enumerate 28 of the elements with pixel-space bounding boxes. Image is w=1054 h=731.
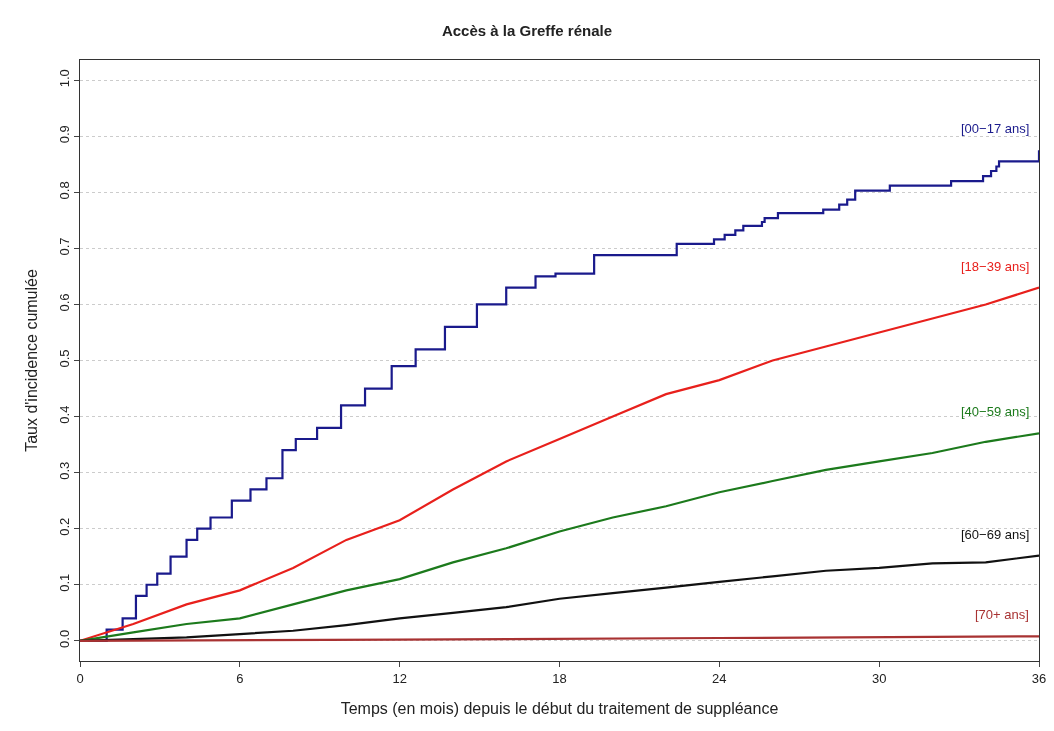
x-tick-label: 12 [392, 670, 407, 686]
y-tick-label: 0.1 [56, 573, 72, 592]
x-tick-label: 0 [76, 670, 84, 686]
line-series [80, 286, 1039, 642]
series-label: [00−17 ans] [961, 121, 1030, 136]
y-tick-label: 0.2 [56, 517, 72, 536]
y-tick-label: 0.8 [56, 181, 72, 200]
x-tick-label: 18 [552, 670, 567, 686]
series-label: [70+ ans] [975, 607, 1029, 622]
series-label: [60−69 ans] [961, 527, 1030, 542]
series-label: [18−39 ans] [961, 259, 1030, 274]
y-tick-label: 0.6 [56, 293, 72, 312]
x-tick-label: 30 [871, 670, 887, 686]
y-axis-title: Taux d'incidence cumulée [22, 269, 40, 452]
y-tick-label: 0.7 [56, 237, 72, 256]
y-tick-label: 0.0 [56, 629, 72, 648]
y-tick-label: 0.9 [56, 125, 72, 144]
line-series [80, 432, 1039, 642]
y-tick-label: 1.0 [56, 69, 72, 88]
series-label: [40−59 ans] [961, 404, 1030, 419]
x-tick-label: 36 [1031, 670, 1047, 686]
x-axis-title: Temps (en mois) depuis le début du traitement de suppléance [340, 700, 779, 718]
x-tick-label: 24 [712, 670, 727, 686]
y-tick-label: 0.5 [56, 349, 72, 368]
x-tick-label: 6 [236, 670, 244, 686]
chart-title: Accès à la Greffe rénale [441, 22, 613, 40]
y-tick-label: 0.4 [56, 405, 72, 424]
y-tick-label: 0.3 [56, 461, 72, 480]
